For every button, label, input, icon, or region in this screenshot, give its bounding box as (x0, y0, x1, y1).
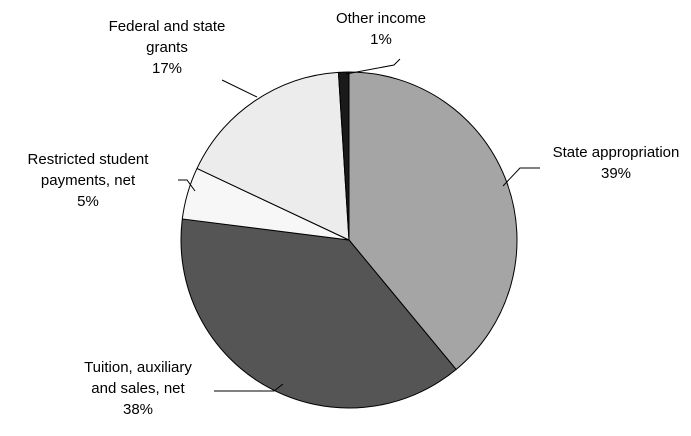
data-label-restricted-student-payments: Restricted student payments, net 5% (28, 151, 150, 210)
category-label-state-appropriation: State appropriation (553, 144, 680, 161)
pie-slice-state-appropriation (348, 71, 518, 370)
leader-line-federal-state-grants (221, 79, 258, 98)
pct-label-other-income: 1% (370, 31, 392, 48)
category-label-federal-state-grants: Federal and state (109, 18, 226, 35)
leader-line-other-income (345, 58, 401, 75)
leader-line-tuition-auxiliary-sales (214, 383, 284, 392)
category-label-tuition-auxiliary-sales: Tuition, auxiliary (84, 359, 192, 376)
data-label-state-appropriation: State appropriation 39% (553, 144, 680, 182)
leader-line-restricted-student-payments (178, 179, 196, 192)
pct-label-tuition-auxiliary-sales: 38% (123, 401, 153, 418)
category-label-other-income: Other income (336, 10, 426, 27)
pie-slice-federal-state-grants (196, 71, 350, 241)
category-label-restricted-student-payments: Restricted student (28, 151, 150, 168)
category-label-restricted-student-payments: payments, net (41, 172, 136, 189)
leader-line-state-appropriation (502, 167, 540, 187)
data-label-tuition-auxiliary-sales: Tuition, auxiliary and sales, net 38% (84, 359, 192, 418)
data-label-other-income: Other income 1% (336, 10, 426, 48)
data-label-federal-state-grants: Federal and state grants 17% (109, 18, 226, 77)
pct-label-restricted-student-payments: 5% (77, 193, 99, 210)
pct-label-state-appropriation: 39% (601, 165, 631, 182)
category-label-federal-state-grants: grants (146, 39, 188, 56)
category-label-tuition-auxiliary-sales: and sales, net (91, 380, 185, 397)
pie-slice-tuition-auxiliary-sales (180, 218, 457, 409)
pie-slice-other-income (337, 71, 350, 241)
pct-label-federal-state-grants: 17% (152, 60, 182, 77)
